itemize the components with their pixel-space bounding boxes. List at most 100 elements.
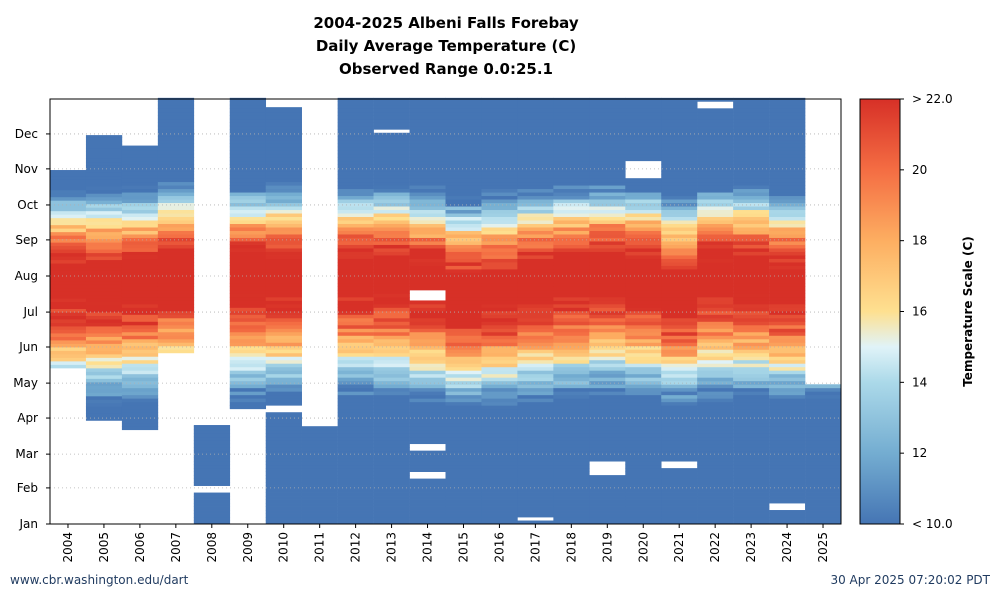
heatmap-cell xyxy=(121,202,159,207)
heatmap-column-2014 xyxy=(409,97,446,525)
heatmap-cell xyxy=(481,482,518,486)
heatmap-cell xyxy=(157,146,195,151)
heatmap-cell xyxy=(553,359,590,364)
heatmap-cell xyxy=(517,387,554,392)
heatmap-cell xyxy=(589,510,626,514)
heatmap-cell xyxy=(697,188,734,193)
heatmap-cell xyxy=(769,398,806,403)
heatmap-cell xyxy=(85,231,123,236)
heatmap-cell xyxy=(517,160,554,165)
heatmap-cell xyxy=(301,496,338,500)
heatmap-cell xyxy=(337,230,374,235)
heatmap-cell xyxy=(733,237,770,242)
heatmap-cell xyxy=(373,328,410,333)
heatmap-cell xyxy=(157,104,195,109)
heatmap-cell xyxy=(661,384,698,389)
heatmap-cell xyxy=(733,499,770,504)
heatmap-cell xyxy=(265,468,302,472)
heatmap-cell xyxy=(337,338,374,343)
heatmap-cell xyxy=(481,213,518,217)
heatmap-cell xyxy=(445,405,482,410)
heatmap-cell xyxy=(337,188,374,193)
heatmap-cell xyxy=(553,300,590,305)
heatmap-cell xyxy=(697,433,734,438)
heatmap-cell xyxy=(445,244,482,249)
heatmap-cell xyxy=(517,300,554,305)
heatmap-cell xyxy=(265,412,302,417)
heatmap-cell xyxy=(481,489,518,493)
heatmap-cell xyxy=(265,499,302,504)
heatmap-cell xyxy=(481,478,518,483)
heatmap-cell xyxy=(733,468,770,472)
heatmap-cell xyxy=(733,331,770,336)
heatmap-cell xyxy=(553,115,590,120)
heatmap-cell xyxy=(697,296,734,301)
heatmap-cell xyxy=(373,310,410,315)
heatmap-cell xyxy=(661,213,698,217)
heatmap-cell xyxy=(517,349,554,354)
heatmap-cell xyxy=(697,429,734,434)
heatmap-cell xyxy=(625,345,662,350)
heatmap-cell xyxy=(229,262,267,266)
heatmap-cell xyxy=(373,286,410,291)
heatmap-cell xyxy=(661,143,698,148)
heatmap-cell xyxy=(373,115,410,120)
heatmap-cell xyxy=(805,426,842,431)
heatmap-cell xyxy=(85,354,123,358)
heatmap-cell xyxy=(445,321,482,326)
heatmap-cell xyxy=(445,282,482,287)
heatmap-cell xyxy=(553,496,590,500)
source-url[interactable]: www.cbr.washington.edu/dart xyxy=(10,573,189,587)
heatmap-cell xyxy=(373,478,410,483)
heatmap-cell xyxy=(517,115,554,120)
heatmap-cell xyxy=(50,217,87,222)
heatmap-cell xyxy=(85,135,123,138)
heatmap-cell xyxy=(697,150,734,155)
heatmap-cell xyxy=(445,171,482,176)
heatmap-cell xyxy=(553,401,590,406)
heatmap-cell xyxy=(409,192,446,197)
heatmap-cell xyxy=(697,157,734,162)
heatmap-cell xyxy=(553,146,590,151)
heatmap-cell xyxy=(85,294,123,299)
heatmap-cell xyxy=(553,104,590,109)
heatmap-cell xyxy=(229,209,267,214)
heatmap-cell xyxy=(733,510,770,514)
heatmap-cell xyxy=(445,227,482,231)
heatmap-cell xyxy=(409,181,446,186)
heatmap-cell xyxy=(769,440,806,445)
heatmap-cell xyxy=(50,252,87,257)
heatmap-cell xyxy=(157,345,195,350)
heatmap-cell xyxy=(625,401,662,406)
heatmap-cell xyxy=(553,258,590,263)
heatmap-cell xyxy=(517,227,554,231)
heatmap-cell xyxy=(733,213,770,217)
heatmap-cell xyxy=(769,275,806,280)
heatmap-cell xyxy=(769,174,806,179)
heatmap-cell xyxy=(445,482,482,486)
heatmap-cell xyxy=(229,324,267,329)
heatmap-cell xyxy=(769,363,806,368)
heatmap-cell xyxy=(661,366,698,371)
heatmap-cell xyxy=(697,394,734,399)
heatmap-cell xyxy=(697,206,734,211)
heatmap-cell xyxy=(373,324,410,329)
heatmap-cell xyxy=(50,263,87,268)
heatmap-cell xyxy=(661,349,698,354)
heatmap-cell xyxy=(805,415,842,420)
heatmap-cell xyxy=(373,468,410,472)
heatmap-cell xyxy=(625,373,662,378)
heatmap-cell xyxy=(229,153,267,158)
heatmap-cell xyxy=(661,118,698,123)
heatmap-cell xyxy=(661,230,698,235)
heatmap-cell xyxy=(769,279,806,284)
heatmap-cell xyxy=(445,167,482,172)
heatmap-cell xyxy=(805,506,842,511)
heatmap-cell xyxy=(553,150,590,155)
heatmap-cell xyxy=(409,307,446,312)
heatmap-cell xyxy=(733,506,770,511)
x-tick-label: 2011 xyxy=(313,532,327,563)
heatmap-cell xyxy=(589,408,626,413)
heatmap-cell xyxy=(85,273,123,278)
heatmap-cell xyxy=(229,157,267,162)
